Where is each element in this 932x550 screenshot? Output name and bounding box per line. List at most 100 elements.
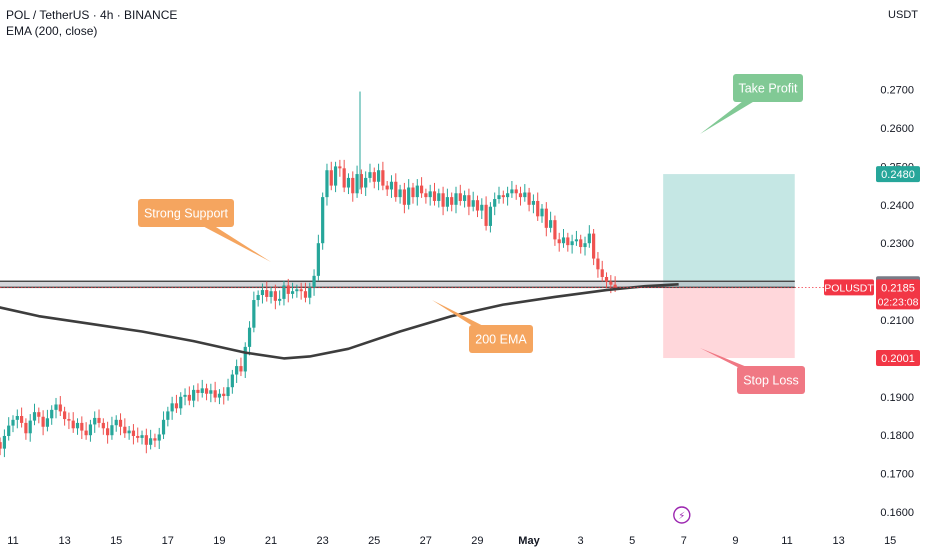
candle-body: [394, 181, 398, 198]
candle-body: [209, 390, 213, 394]
candle-body: [385, 185, 389, 190]
candle-body: [45, 418, 50, 427]
chart-header: POL / TetherUS · 4h · BINANCE EMA (200, …: [6, 7, 177, 39]
x-tick-label: 13: [58, 535, 70, 547]
y-tick-label: 0.1900: [880, 392, 914, 404]
candle-body: [510, 189, 514, 194]
strong-support-callout-box: [138, 199, 234, 227]
candle-body: [557, 239, 561, 244]
candle-body: [67, 419, 71, 421]
candle-body: [609, 281, 613, 285]
x-tick-label: 3: [578, 535, 584, 547]
x-tick-label: 25: [368, 535, 380, 547]
y-tick-label: 0.2400: [880, 200, 914, 212]
strong-support-callout-label: Strong Support: [144, 207, 229, 221]
y-tick-label: 0.2300: [880, 238, 914, 250]
candle-body: [93, 417, 97, 425]
event-lightning-glyph: ⚡: [678, 511, 685, 522]
candle-body: [101, 422, 105, 429]
candle-body: [613, 284, 617, 288]
candle-body: [536, 200, 540, 217]
x-tick-label: 27: [420, 535, 432, 547]
candle-body: [127, 430, 131, 434]
candle-body: [570, 241, 574, 246]
candle-body: [303, 291, 308, 298]
candle-body: [166, 411, 170, 420]
y-tick-label: 0.1700: [880, 469, 914, 481]
x-tick-label: 5: [629, 535, 635, 547]
candle-body: [299, 289, 303, 292]
ema-callout-box: [469, 325, 533, 353]
take-profit-tag-bg: [876, 166, 920, 183]
candle-body: [50, 409, 54, 419]
candle-body: [230, 374, 234, 388]
candle-body: [273, 291, 277, 301]
candle-body: [286, 285, 290, 294]
candle-body: [329, 170, 333, 186]
candle-body: [20, 416, 24, 423]
candle-body: [553, 220, 557, 240]
x-tick-label: 17: [162, 535, 174, 547]
candle-body: [278, 298, 282, 301]
candle-body: [497, 195, 501, 200]
candle-body: [437, 193, 441, 201]
candle-body: [54, 404, 58, 410]
candle-body: [587, 233, 591, 244]
candle-body: [488, 206, 493, 226]
candle-body: [200, 388, 204, 393]
candle-body: [355, 174, 359, 194]
last-price-tag: 0.2185: [881, 282, 915, 294]
candle-body: [480, 204, 484, 211]
candle-body: [235, 366, 239, 375]
x-tick-label: 15: [110, 535, 122, 547]
candle-body: [11, 419, 15, 426]
candle-body: [411, 187, 415, 198]
candle-body: [32, 412, 37, 421]
candle-body: [131, 430, 136, 436]
candle-body: [239, 366, 243, 372]
candle-body: [372, 172, 376, 182]
candle-body: [514, 189, 518, 194]
candle-body: [256, 295, 260, 301]
candle-body: [153, 438, 157, 441]
candle-body: [527, 192, 531, 205]
x-tick-label: 7: [681, 535, 687, 547]
x-tick-label: 21: [265, 535, 277, 547]
candle-body: [75, 422, 80, 429]
y-tick-label: 0.1600: [880, 507, 914, 519]
candle-body: [157, 434, 161, 441]
candle-body: [80, 422, 84, 431]
candle-body: [596, 258, 600, 270]
symbol-title[interactable]: POL / TetherUS · 4h · BINANCE: [6, 8, 178, 22]
candle-body: [566, 237, 570, 246]
candle-body: [368, 172, 372, 178]
candle-body: [549, 220, 553, 228]
candle-body: [454, 193, 458, 205]
candle-body: [217, 393, 222, 398]
candle-body: [574, 239, 579, 242]
candle-body: [338, 166, 342, 169]
candle-body: [381, 170, 385, 186]
candle-body: [531, 200, 536, 205]
take-profit-tag: 0.2480: [881, 169, 915, 181]
candle-body: [346, 177, 351, 188]
currency-label: USDT: [888, 9, 918, 21]
candle-body: [407, 187, 411, 205]
indicator-label[interactable]: EMA (200, close): [6, 24, 98, 38]
candle-body: [415, 185, 419, 198]
candle-body: [144, 435, 148, 445]
candle-body: [196, 389, 200, 393]
stop-loss-tag: 0.2001: [881, 353, 915, 365]
candle-body: [493, 199, 497, 207]
candle-body: [321, 197, 325, 244]
y-tick-label: 0.2100: [880, 315, 914, 327]
symbol-tag-bg: [824, 279, 874, 296]
candle-body: [174, 403, 179, 409]
ema-callout-label: 200 EMA: [475, 333, 527, 347]
candle-body: [402, 189, 406, 205]
candle-body: [475, 200, 480, 211]
candle-body: [544, 208, 548, 228]
candle-body: [316, 243, 320, 276]
